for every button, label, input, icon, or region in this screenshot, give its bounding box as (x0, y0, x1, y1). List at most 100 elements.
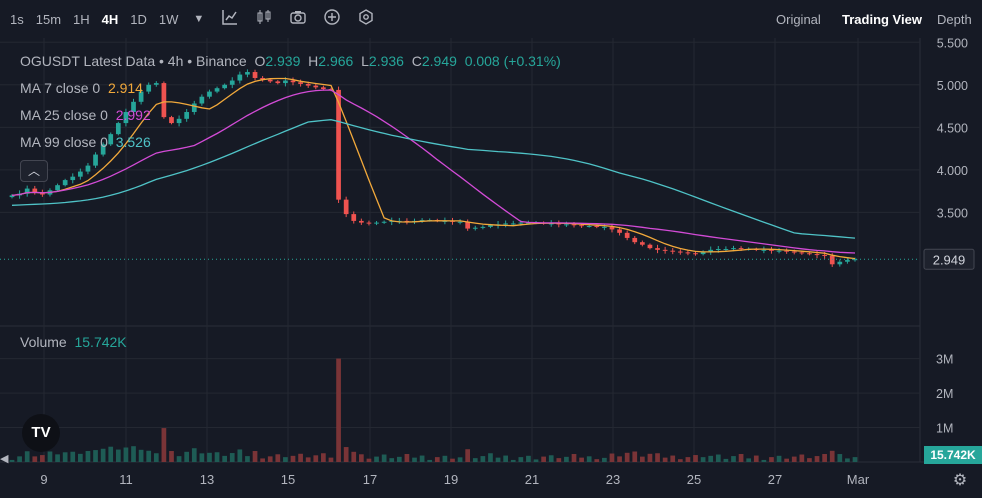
candle-body (229, 80, 235, 85)
volume-bar (708, 455, 714, 462)
toolbar: 1s 15m 1H 4H 1D 1W ▼ Original Trading Vi… (0, 0, 982, 38)
price-tick-label: 5.500 (937, 38, 968, 50)
timeframe-1h[interactable]: 1H (73, 11, 90, 27)
x-tick-label: 17 (363, 472, 377, 487)
timeframe-15m[interactable]: 15m (35, 11, 62, 27)
candle-body (77, 171, 83, 177)
volume-bar (738, 454, 744, 462)
volume-bar (769, 457, 774, 462)
volume-bar (336, 358, 341, 462)
volume-bar (465, 449, 471, 462)
candle-body (647, 244, 653, 249)
timeframe-1d[interactable]: 1D (130, 11, 147, 27)
candle-body (784, 250, 790, 252)
view-trading-view[interactable]: Trading View (842, 12, 922, 27)
timeframe-1w[interactable]: 1W (158, 11, 179, 27)
candle-body (807, 253, 812, 255)
volume-bar (685, 457, 691, 462)
add-icon[interactable] (315, 9, 349, 29)
candle-body (677, 251, 683, 253)
candle-body (609, 226, 615, 230)
candle-body (579, 225, 584, 227)
candle-body (814, 254, 820, 256)
volume-bar (47, 451, 53, 462)
volume-bar (579, 457, 584, 462)
volume-bar (662, 457, 668, 462)
volume-bar (571, 454, 577, 462)
low-label: L (361, 53, 369, 69)
price-tick-label: 4.000 (937, 164, 968, 178)
candle-body (632, 237, 638, 243)
candle-body (715, 248, 721, 250)
caret-down-icon[interactable]: ▼ (193, 13, 205, 25)
volume-bar (670, 455, 676, 462)
volume-bar (655, 453, 660, 462)
candle-body (548, 223, 554, 225)
volume-label: Volume (20, 334, 67, 350)
last-volume-box (924, 446, 982, 464)
candle-body (9, 195, 15, 198)
volume-bar (298, 453, 303, 462)
candle-body (199, 96, 205, 104)
volume-bar (9, 459, 15, 462)
candle-body (260, 77, 265, 80)
volume-bar (632, 451, 638, 462)
volume-bar (55, 454, 60, 462)
camera-icon[interactable] (281, 9, 315, 29)
candle-body (571, 224, 577, 226)
candle-body (564, 224, 569, 226)
volume-bar (169, 451, 174, 462)
volume-bar (229, 453, 235, 462)
volume-bar (845, 458, 850, 462)
x-tick-label: 11 (119, 472, 133, 487)
volume-bar (252, 451, 258, 462)
volume-bar (548, 455, 554, 462)
candle-body (169, 117, 174, 124)
view-depth[interactable]: Depth (937, 12, 972, 27)
candle-body (85, 165, 91, 172)
x-tick-label: 23 (606, 472, 620, 487)
candle-body (602, 226, 607, 228)
volume-bar (184, 451, 190, 462)
candle-body (526, 222, 531, 224)
chart-settings-icon[interactable]: ⚙ (952, 472, 968, 489)
candle-body (207, 91, 212, 97)
candle-body (381, 221, 387, 223)
volume-bar (480, 456, 486, 462)
tradingview-logo[interactable]: TV (22, 414, 60, 452)
volume-bar (427, 459, 433, 462)
volume-bar (814, 456, 820, 462)
volume-bar (245, 456, 250, 462)
high-value: 2.966 (318, 53, 354, 69)
candle-style-icon[interactable] (247, 9, 281, 29)
view-original[interactable]: Original (776, 12, 821, 27)
volume-tick-label: 3M (936, 353, 953, 367)
volume-bar (358, 454, 364, 462)
volume-bar (381, 454, 387, 462)
timeframe-4h[interactable]: 4H (101, 11, 119, 27)
volume-bar (639, 456, 645, 462)
volume-bar (123, 447, 129, 462)
legend-collapse-button[interactable]: ︿ (20, 160, 48, 182)
price-tick-label: 4.500 (937, 121, 968, 135)
timeframe-1s[interactable]: 1s (10, 11, 24, 27)
volume-bar (85, 451, 91, 462)
volume-bar (70, 451, 76, 462)
candle-body (738, 248, 744, 250)
indicators-icon[interactable] (213, 9, 247, 29)
volume-bar (457, 457, 463, 462)
candle-body (176, 118, 182, 124)
volume-bar (374, 456, 379, 462)
candle-body (693, 253, 698, 255)
volume-bar (138, 449, 144, 462)
candle-body (55, 185, 60, 191)
price-chart[interactable]: 9 11 13 15 17 19 21 23 25 27 Mar 3.500 4.000 4.500 5.0… (0, 38, 982, 498)
volume-bar (321, 453, 326, 462)
volume-bar (784, 458, 790, 462)
volume-bar (100, 448, 106, 462)
settings-hex-icon[interactable] (349, 9, 383, 29)
volume-bar (237, 449, 243, 462)
volume-bar (366, 458, 372, 462)
volume-bar (609, 453, 615, 462)
volume-bar (153, 453, 159, 462)
